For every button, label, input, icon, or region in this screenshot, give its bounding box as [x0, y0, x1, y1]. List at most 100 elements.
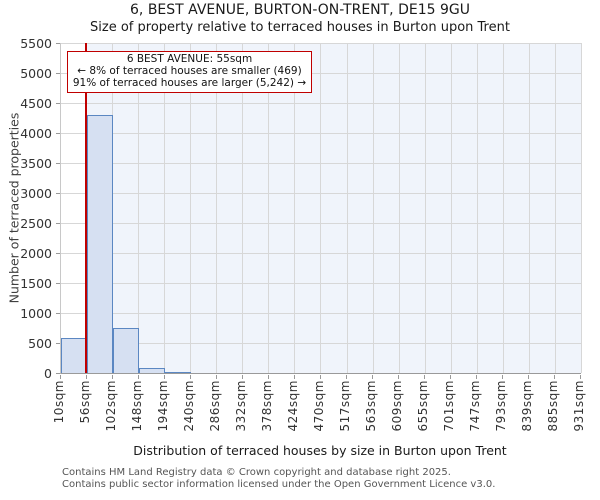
x-tick-mark — [137, 375, 139, 379]
x-tick-mark — [241, 375, 243, 379]
x-tick-label: 56sqm — [77, 380, 92, 424]
x-gridline — [320, 43, 322, 373]
x-tick-mark — [450, 375, 452, 379]
chart-subtitle: Size of property relative to terraced ho… — [90, 20, 510, 35]
x-tick-label: 332sqm — [233, 380, 248, 432]
larger-than-property-shaded-region — [86, 43, 581, 373]
x-tick-label: 102sqm — [103, 380, 118, 432]
x-tick-mark — [267, 375, 269, 379]
x-tick-label: 747sqm — [468, 380, 483, 432]
property-marker-line — [85, 43, 88, 373]
y-tick-mark — [56, 193, 60, 194]
x-gridline — [190, 43, 192, 373]
x-gridline — [450, 43, 452, 373]
y-tick-mark — [56, 343, 60, 344]
x-tick-label: 517sqm — [338, 380, 353, 432]
x-tick-mark — [60, 375, 61, 379]
x-gridline — [424, 43, 426, 373]
x-tick-label: 148sqm — [129, 380, 144, 432]
y-tick-label: 1000 — [20, 305, 52, 321]
y-tick-label: 2000 — [20, 245, 52, 261]
annotation-larger-line: 91% of terraced houses are larger (5,242… — [72, 76, 307, 89]
x-tick-label: 563sqm — [364, 380, 379, 432]
histogram-bar — [61, 338, 87, 373]
y-tick-mark — [56, 133, 60, 134]
y-tick-label: 1500 — [20, 275, 52, 291]
x-tick-label: 701sqm — [442, 380, 457, 432]
x-tick-label: 931sqm — [572, 380, 586, 432]
x-tick-label: 609sqm — [390, 380, 405, 432]
histogram-bar — [164, 372, 191, 373]
x-gridline — [164, 43, 166, 373]
x-tick-label: 655sqm — [416, 380, 431, 432]
x-tick-label: 793sqm — [494, 380, 509, 432]
y-tick-mark — [56, 43, 60, 44]
y-tick-label: 0 — [44, 365, 52, 381]
x-tick-mark — [189, 375, 191, 379]
x-tick-label: 240sqm — [181, 380, 196, 432]
y-tick-label: 3000 — [20, 185, 52, 201]
x-axis-title: Distribution of terraced houses by size … — [133, 443, 507, 458]
y-tick-mark — [56, 73, 60, 74]
x-gridline — [216, 43, 218, 373]
x-tick-label: 470sqm — [311, 380, 326, 432]
x-gridline — [554, 43, 556, 373]
histogram-bar — [112, 328, 139, 373]
x-gridline — [346, 43, 348, 373]
y-tick-mark — [56, 163, 60, 164]
histogram-bar — [138, 368, 165, 373]
x-tick-label: 424sqm — [285, 380, 300, 432]
x-tick-mark — [111, 375, 113, 379]
x-tick-label: 839sqm — [520, 380, 535, 432]
x-tick-mark — [346, 375, 348, 379]
histogram-bar — [86, 115, 113, 373]
x-tick-label: 885sqm — [546, 380, 561, 432]
x-gridline — [528, 43, 530, 373]
x-tick-mark — [554, 375, 556, 379]
y-tick-mark — [56, 103, 60, 104]
x-gridline — [398, 43, 400, 373]
y-tick-label: 2500 — [20, 215, 52, 231]
y-tick-label: 500 — [28, 335, 52, 351]
x-tick-label: 378sqm — [259, 380, 274, 432]
annotation-box: 6 BEST AVENUE: 55sqm ← 8% of terraced ho… — [67, 51, 312, 94]
x-gridline — [242, 43, 244, 373]
x-tick-label: 10sqm — [52, 380, 66, 424]
annotation-property-line: 6 BEST AVENUE: 55sqm — [126, 53, 253, 65]
x-gridline — [580, 43, 582, 373]
x-tick-label: 286sqm — [207, 380, 222, 432]
attribution-footer: Contains HM Land Registry data © Crown c… — [62, 467, 495, 490]
y-tick-label: 5000 — [20, 65, 52, 81]
x-tick-mark — [163, 375, 165, 379]
y-tick-mark — [56, 223, 60, 224]
y-tick-mark — [56, 373, 60, 374]
x-tick-mark — [319, 375, 321, 379]
plot-area: 6 BEST AVENUE: 55sqm ← 8% of terraced ho… — [60, 42, 582, 374]
x-gridline — [372, 43, 374, 373]
x-gridline — [294, 43, 296, 373]
y-tick-label: 4000 — [20, 125, 52, 141]
x-tick-mark — [424, 375, 426, 379]
x-tick-mark — [476, 375, 478, 379]
x-tick-mark — [580, 375, 581, 379]
x-tick-mark — [215, 375, 217, 379]
y-tick-mark — [56, 313, 60, 314]
y-tick-label: 4500 — [20, 95, 52, 111]
x-gridline — [268, 43, 270, 373]
x-tick-mark — [502, 375, 504, 379]
x-tick-label: 194sqm — [155, 380, 170, 432]
x-gridline — [476, 43, 478, 373]
y-tick-label: 5500 — [20, 35, 52, 51]
x-gridline — [502, 43, 504, 373]
x-tick-mark — [398, 375, 400, 379]
annotation-smaller-line: ← 8% of terraced houses are smaller (469… — [77, 64, 302, 77]
x-tick-mark — [85, 375, 87, 379]
footer-line-1: Contains HM Land Registry data © Crown c… — [62, 467, 451, 478]
x-tick-mark — [293, 375, 295, 379]
x-tick-mark — [372, 375, 374, 379]
x-gridline — [112, 43, 114, 373]
x-gridline — [138, 43, 140, 373]
y-tick-mark — [56, 253, 60, 254]
y-tick-mark — [56, 283, 60, 284]
